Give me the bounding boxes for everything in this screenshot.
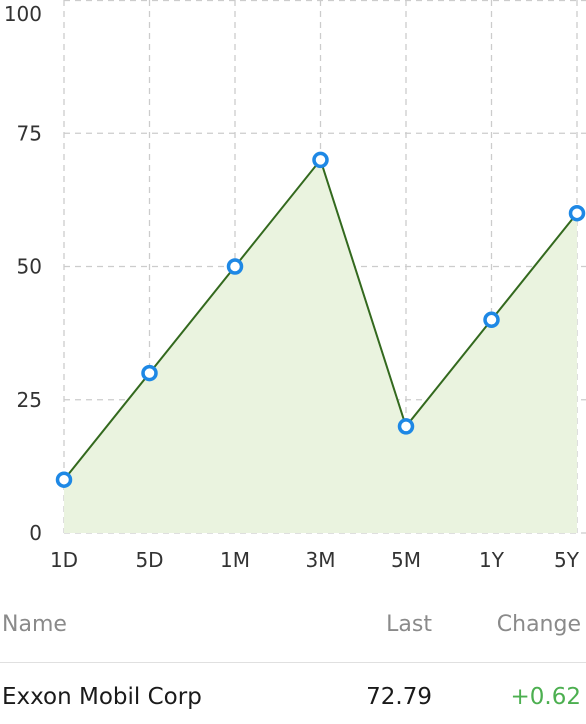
y-tick-label: 100: [4, 2, 42, 26]
row-name: Exxon Mobil Corp: [2, 684, 202, 710]
series-area: [64, 159, 577, 533]
area-fill: [64, 159, 577, 533]
data-point-3m[interactable]: [312, 151, 329, 169]
y-tick-label: 50: [17, 255, 42, 279]
header-last: Last: [386, 612, 432, 637]
data-point-5m[interactable]: [397, 418, 415, 435]
y-tick-label: 75: [17, 121, 42, 145]
x-axis-ticks: 1D 5D 1M 3M 5M 1Y 5Y: [50, 548, 580, 572]
x-tick-label: 1Y: [479, 548, 505, 572]
data-markers: [55, 151, 586, 488]
data-point-1y[interactable]: [483, 311, 500, 329]
row-last: 72.79: [366, 684, 432, 710]
data-point-5d[interactable]: [141, 364, 158, 382]
y-tick-label: 0: [29, 521, 42, 545]
x-tick-label: 3M: [306, 548, 336, 572]
header-change: Change: [496, 612, 581, 637]
data-point-1m[interactable]: [226, 258, 244, 275]
table-header: Name Last Change: [0, 612, 586, 652]
y-axis-ticks: 0 25 50 75 100: [4, 2, 42, 545]
x-tick-label: 1M: [220, 548, 250, 572]
x-tick-label: 5Y: [554, 548, 580, 572]
header-name: Name: [2, 612, 67, 637]
row-change: +0.62: [510, 684, 581, 710]
x-tick-label: 1D: [50, 548, 78, 572]
y-tick-label: 25: [17, 388, 42, 412]
table-row[interactable]: Exxon Mobil Corp 72.79 +0.62: [0, 684, 586, 720]
data-point-5y[interactable]: [568, 204, 586, 222]
x-tick-label: 5D: [135, 548, 163, 572]
x-tick-label: 5M: [391, 548, 421, 572]
price-chart: 0 25 50 75 100 1D 5D 1M 3M 5M 1Y 5Y: [4, 0, 586, 572]
table-divider: [0, 662, 586, 663]
data-point-1d[interactable]: [55, 471, 73, 488]
